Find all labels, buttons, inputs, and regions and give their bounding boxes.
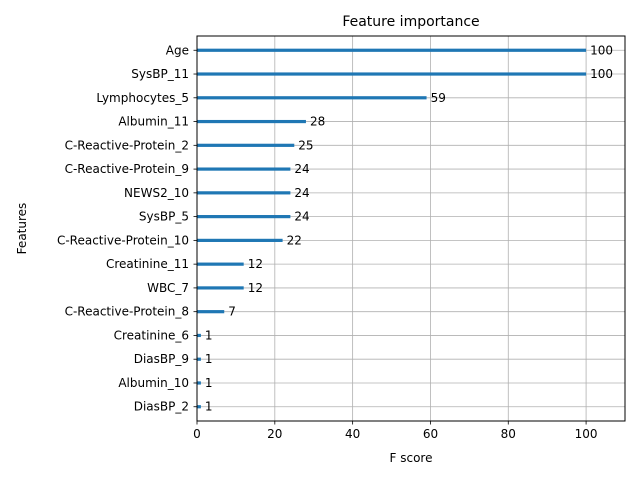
bar-value-label: 24 xyxy=(294,186,309,200)
y-tick-label: WBC_7 xyxy=(147,281,189,295)
grid xyxy=(196,36,625,421)
y-tick-label: NEWS2_10 xyxy=(124,186,189,200)
bar xyxy=(197,96,427,100)
bar xyxy=(197,238,283,242)
bar-value-label: 28 xyxy=(310,115,325,129)
y-tick-label: Creatinine_11 xyxy=(106,257,189,271)
bar xyxy=(197,286,244,290)
bar-value-label: 7 xyxy=(228,305,236,319)
bar-value-label: 12 xyxy=(248,281,263,295)
y-axis-title: Features xyxy=(15,203,29,255)
bar xyxy=(197,310,225,314)
y-tick-label: C-Reactive-Protein_8 xyxy=(65,305,189,319)
y-tick-label: Albumin_10 xyxy=(118,376,189,390)
y-tick-label: Albumin_11 xyxy=(118,115,189,129)
y-tick-label: SysBP_5 xyxy=(139,210,189,224)
bar-value-label: 22 xyxy=(287,233,302,247)
bar xyxy=(197,143,295,147)
x-tick-label: 40 xyxy=(345,427,360,441)
bar-value-label: 1 xyxy=(205,400,213,414)
y-tick-label: Age xyxy=(166,43,189,57)
y-tick-label: Creatinine_6 xyxy=(114,328,189,342)
x-tick-label: 80 xyxy=(501,427,516,441)
x-axis-title: F score xyxy=(390,451,433,465)
y-tick-label: C-Reactive-Protein_9 xyxy=(65,162,189,176)
bar xyxy=(197,48,587,52)
y-axis: Age SysBP_11 Lymphocytes_5 Albumin_11 C-Reac… xyxy=(57,43,197,414)
bar-value-label: 100 xyxy=(590,43,613,57)
bar-value-label: 25 xyxy=(298,138,313,152)
y-tick-label: SysBP_11 xyxy=(131,67,189,81)
bar xyxy=(197,333,201,338)
bar-value-label: 1 xyxy=(205,352,213,366)
bar xyxy=(197,167,291,171)
x-axis: 0 20 40 60 80 100 xyxy=(193,421,598,441)
bar xyxy=(197,381,201,385)
bar-value-label: 12 xyxy=(248,257,263,271)
bar-value-label: 59 xyxy=(431,91,446,105)
y-tick-label: C-Reactive-Protein_10 xyxy=(57,233,189,247)
y-tick-label: Lymphocytes_5 xyxy=(96,91,189,105)
plot-frame xyxy=(196,35,626,422)
y-tick-label: DiasBP_2 xyxy=(134,400,189,414)
bar xyxy=(197,191,291,195)
x-tick-label: 60 xyxy=(423,427,438,441)
bar-value-label: 24 xyxy=(294,210,309,224)
x-tick-label: 100 xyxy=(575,427,598,441)
y-tick-label: DiasBP_9 xyxy=(134,352,189,366)
bar xyxy=(197,119,306,124)
y-tick-label: C-Reactive-Protein_2 xyxy=(65,138,189,152)
bar-value-label: 1 xyxy=(205,328,213,342)
bar xyxy=(197,405,201,409)
bar-value-label: 24 xyxy=(294,162,309,176)
x-tick-label: 20 xyxy=(267,427,282,441)
x-tick-label: 0 xyxy=(193,427,201,441)
bar-value-labels: 100 100 59 28 25 24 24 24 22 12 12 7 1 1 1 1 xyxy=(205,43,613,413)
bar xyxy=(197,357,201,361)
chart-title: Feature importance xyxy=(342,14,479,30)
bar xyxy=(197,72,587,76)
bar xyxy=(197,262,244,266)
bar xyxy=(197,215,291,219)
bar-value-label: 1 xyxy=(205,376,213,390)
bar-value-label: 100 xyxy=(590,67,613,81)
bars xyxy=(197,48,587,409)
